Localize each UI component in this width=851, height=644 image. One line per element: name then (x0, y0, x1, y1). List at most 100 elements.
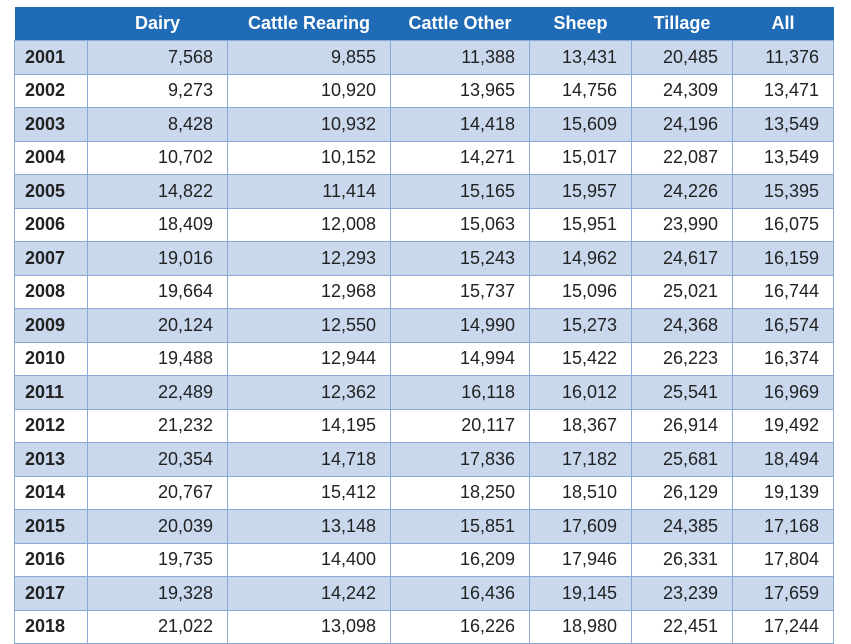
table-cell: 15,957 (529, 174, 632, 209)
table-cell: 15,096 (529, 274, 632, 309)
table-cell: 14,990 (390, 308, 530, 343)
table-cell: 16,436 (390, 576, 530, 611)
table-cell: 19,139 (732, 475, 834, 510)
table-cell: 10,920 (227, 73, 391, 108)
table-cell: 19,488 (87, 341, 228, 376)
table-cell: 22,087 (631, 140, 733, 175)
table-row: 2017 19,328 14,242 16,436 19,145 23,239 17,659 (14, 576, 834, 611)
table-cell: 16,012 (529, 375, 632, 410)
table-cell: 14,994 (390, 341, 530, 376)
table-cell: 11,376 (732, 40, 834, 75)
table-cell: 22,451 (631, 609, 733, 644)
table-cell: 13,549 (732, 140, 834, 175)
table-row: 2012 21,232 14,195 20,117 18,367 26,914 19,492 (14, 408, 834, 443)
table-cell: 12,944 (227, 341, 391, 376)
table-cell: 17,946 (529, 542, 632, 577)
table-row: 2010 19,488 12,944 14,994 15,422 26,223 16,374 (14, 341, 834, 376)
table-cell: 19,664 (87, 274, 228, 309)
table-cell: 20,767 (87, 475, 228, 510)
row-year: 2003 (14, 107, 88, 142)
table-cell: 21,022 (87, 609, 228, 644)
table-cell: 11,388 (390, 40, 530, 75)
table-cell: 26,129 (631, 475, 733, 510)
table-cell: 12,968 (227, 274, 391, 309)
column-header: Cattle Rearing (227, 7, 391, 41)
table-cell: 15,017 (529, 140, 632, 175)
table-cell: 17,168 (732, 509, 834, 544)
table-row: 2007 19,016 12,293 15,243 14,962 24,617 16,159 (14, 241, 834, 276)
row-year: 2013 (14, 442, 88, 477)
table-cell: 15,951 (529, 207, 632, 242)
table-cell: 9,855 (227, 40, 391, 75)
table-cell: 13,965 (390, 73, 530, 108)
table-cell: 17,244 (732, 609, 834, 644)
table-row: 2002 9,273 10,920 13,965 14,756 24,309 13,471 (14, 73, 834, 108)
row-year: 2015 (14, 509, 88, 544)
table-cell: 12,550 (227, 308, 391, 343)
table-cell: 19,328 (87, 576, 228, 611)
table-cell: 14,195 (227, 408, 391, 443)
table-cell: 16,159 (732, 241, 834, 276)
table-cell: 16,574 (732, 308, 834, 343)
table-cell: 16,209 (390, 542, 530, 577)
table-cell: 14,400 (227, 542, 391, 577)
table-cell: 20,039 (87, 509, 228, 544)
row-year: 2010 (14, 341, 88, 376)
table-cell: 24,617 (631, 241, 733, 276)
table-cell: 12,362 (227, 375, 391, 410)
row-year: 2011 (14, 375, 88, 410)
table-cell: 14,271 (390, 140, 530, 175)
row-year: 2018 (14, 609, 88, 644)
row-year: 2008 (14, 274, 88, 309)
table-cell: 17,836 (390, 442, 530, 477)
table-cell: 15,422 (529, 341, 632, 376)
row-year: 2009 (14, 308, 88, 343)
table-cell: 10,702 (87, 140, 228, 175)
table-cell: 18,367 (529, 408, 632, 443)
table-cell: 15,412 (227, 475, 391, 510)
table-cell: 20,485 (631, 40, 733, 75)
table-cell: 14,756 (529, 73, 632, 108)
table-cell: 26,331 (631, 542, 733, 577)
table-cell: 8,428 (87, 107, 228, 142)
table-cell: 24,368 (631, 308, 733, 343)
table-cell: 15,609 (529, 107, 632, 142)
row-year: 2002 (14, 73, 88, 108)
table-cell: 15,165 (390, 174, 530, 209)
table-cell: 13,431 (529, 40, 632, 75)
table-cell: 15,395 (732, 174, 834, 209)
table-cell: 16,374 (732, 341, 834, 376)
table-cell: 17,609 (529, 509, 632, 544)
row-year: 2005 (14, 174, 88, 209)
table-cell: 16,118 (390, 375, 530, 410)
table-cell: 16,075 (732, 207, 834, 242)
table-cell: 15,737 (390, 274, 530, 309)
table-cell: 25,681 (631, 442, 733, 477)
table-cell: 14,418 (390, 107, 530, 142)
row-year: 2017 (14, 576, 88, 611)
table-cell: 15,851 (390, 509, 530, 544)
table-cell: 17,659 (732, 576, 834, 611)
table-cell: 20,354 (87, 442, 228, 477)
row-year: 2014 (14, 475, 88, 510)
table-cell: 15,063 (390, 207, 530, 242)
table-row: 2006 18,409 12,008 15,063 15,951 23,990 16,075 (14, 207, 834, 242)
table-cell: 18,250 (390, 475, 530, 510)
table-row: 2001 7,568 9,855 11,388 13,431 20,485 11,376 (14, 40, 834, 75)
header-row: Dairy Cattle Rearing Cattle Other Sheep Till… (14, 7, 834, 41)
table-cell: 18,409 (87, 207, 228, 242)
table-row: 2018 21,022 13,098 16,226 18,980 22,451 17,244 (14, 609, 834, 644)
table-cell: 21,232 (87, 408, 228, 443)
table-row: 2009 20,124 12,550 14,990 15,273 24,368 16,574 (14, 308, 834, 343)
column-header: Dairy (87, 7, 228, 41)
table-cell: 14,718 (227, 442, 391, 477)
table-cell: 20,117 (390, 408, 530, 443)
table-row: 2013 20,354 14,718 17,836 17,182 25,681 18,494 (14, 442, 834, 477)
table-cell: 25,541 (631, 375, 733, 410)
table-cell: 24,196 (631, 107, 733, 142)
table-row: 2005 14,822 11,414 15,165 15,957 24,226 15,395 (14, 174, 834, 209)
row-year: 2004 (14, 140, 88, 175)
table-cell: 18,510 (529, 475, 632, 510)
table-cell: 12,293 (227, 241, 391, 276)
column-header (14, 7, 88, 41)
